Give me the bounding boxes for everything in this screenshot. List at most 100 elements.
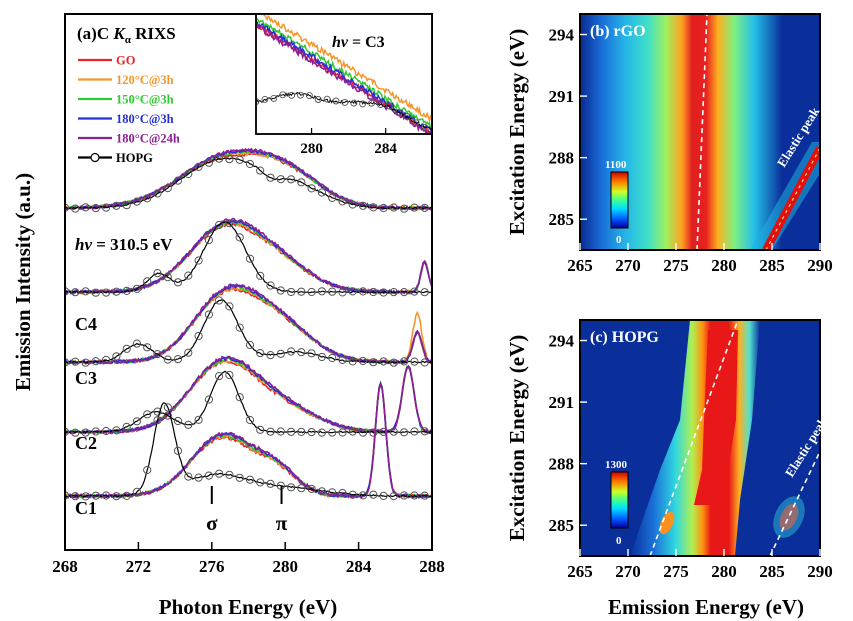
hopg-marker xyxy=(173,278,183,287)
map-x-tick-label: 290 xyxy=(807,256,833,275)
inset-hopg-marker xyxy=(403,113,411,120)
map-c-xlabel: Emission Energy (eV) xyxy=(608,595,804,619)
hopg-marker xyxy=(348,427,357,436)
hopg-marker xyxy=(379,288,388,297)
inset-tick-label: 284 xyxy=(374,141,397,157)
hopg-marker xyxy=(91,204,100,213)
hopg-marker xyxy=(132,487,141,496)
hopg-marker xyxy=(112,201,121,210)
hopg-marker xyxy=(245,415,255,425)
hopg-marker xyxy=(287,287,296,297)
inset-hopg-marker xyxy=(350,99,358,107)
hopg-marker xyxy=(163,411,172,420)
legend-marker xyxy=(90,152,100,163)
hopg-marker xyxy=(173,176,183,185)
inset-hopg-marker xyxy=(270,94,278,102)
inset-hopg-marker xyxy=(256,98,260,105)
hopg-marker xyxy=(400,357,409,366)
inset-hopg-marker xyxy=(341,98,349,106)
hopg-marker xyxy=(91,288,100,297)
hopg-marker xyxy=(400,204,409,213)
hopg-marker xyxy=(102,203,111,212)
inset-hopg-marker xyxy=(394,109,402,117)
map-c-spot-low xyxy=(659,511,675,535)
map-y-tick-label: 291 xyxy=(549,87,575,106)
map-b-elastic-peak-inner xyxy=(765,147,820,250)
hopg-marker xyxy=(153,416,162,425)
hopg-marker xyxy=(194,256,203,265)
map-c-colorbar-max: 1300 xyxy=(605,459,628,471)
map-x-tick-label: 290 xyxy=(807,562,833,581)
hopg-marker xyxy=(389,492,398,501)
hopg-marker xyxy=(81,492,90,501)
panel-a-xlabel: Photon Energy (eV) xyxy=(159,595,337,619)
hopg-marker xyxy=(369,490,378,499)
hopg-marker xyxy=(173,446,183,455)
x-tick-label: 276 xyxy=(199,557,225,576)
map-c-ticks: 265 270 275 280 285 290 285 288 291 294 xyxy=(549,332,833,581)
map-c-spot-elastic xyxy=(779,503,799,531)
map-y-tick-label: 294 xyxy=(549,332,575,351)
hopg-marker xyxy=(400,491,409,500)
hopg-marker xyxy=(153,269,162,278)
hopg-marker xyxy=(287,427,296,436)
hopg-marker xyxy=(102,426,111,436)
inset-hopg-marker xyxy=(421,123,429,131)
hopg-marker xyxy=(71,492,80,501)
hopg-marker xyxy=(225,155,234,164)
hopg-marker xyxy=(225,370,234,380)
hopg-marker xyxy=(420,203,429,212)
hopg-marker xyxy=(287,483,296,492)
spectrum-line xyxy=(65,299,432,364)
panel-c: (c) HOPG Elastic peak 1300 0 265 270 275 28… xyxy=(505,319,833,619)
inset-tick-label: 280 xyxy=(300,141,323,157)
hopg-marker xyxy=(245,475,255,484)
hopg-marker xyxy=(400,428,409,437)
offset-label-c1: C1 xyxy=(75,498,97,518)
hopg-marker xyxy=(112,426,121,435)
spectrum-line xyxy=(65,220,432,296)
hopg-marker xyxy=(215,296,224,305)
hopg-marker xyxy=(81,287,90,296)
hopg-marker xyxy=(266,281,275,290)
hopg-marker xyxy=(204,310,213,319)
hopg-marker xyxy=(204,471,213,480)
hopg-marker xyxy=(328,353,337,363)
hopg-marker xyxy=(420,491,429,500)
hopg-marker xyxy=(338,428,347,437)
hopg-marker xyxy=(194,415,203,424)
map-x-tick-label: 270 xyxy=(615,562,641,581)
map-y-tick-label: 291 xyxy=(549,393,575,412)
hopg-marker xyxy=(204,395,213,404)
hopg-marker xyxy=(132,339,141,348)
hopg-marker xyxy=(369,428,378,437)
hopg-marker xyxy=(71,357,80,366)
hopg-marker xyxy=(379,427,388,436)
hopg-marker xyxy=(71,204,80,213)
spectrum-line xyxy=(65,221,432,294)
panel-a-x-ticks: 268 272 276 280 284 288 xyxy=(52,542,445,576)
legend-label: 180°C@24h xyxy=(116,132,180,146)
inset-hopg-marker xyxy=(288,91,296,99)
hopg-marker xyxy=(348,357,357,366)
spectra-group xyxy=(65,147,432,501)
map-c-core xyxy=(694,330,738,505)
hopg-marker xyxy=(297,484,306,493)
hopg-marker xyxy=(122,422,131,431)
hopg-marker xyxy=(215,154,224,163)
hopg-marker xyxy=(143,410,152,419)
hopg-marker xyxy=(276,349,285,358)
panel-a-ylabel: Emission Intensity (a.u.) xyxy=(11,173,35,391)
legend-label: GO xyxy=(116,54,136,68)
hopg-marker xyxy=(225,219,234,228)
hopg-marker xyxy=(194,331,203,341)
map-x-tick-label: 275 xyxy=(663,562,689,581)
spectrum-line xyxy=(65,402,432,498)
panel-a-title-k: K xyxy=(112,24,126,43)
spectrum-line xyxy=(65,360,432,435)
map-c-guide-line xyxy=(649,320,739,556)
hopg-marker xyxy=(153,350,162,359)
inset-ticks: 280 284 xyxy=(300,128,397,157)
hopg-marker xyxy=(317,188,326,197)
hopg-marker xyxy=(184,169,193,179)
